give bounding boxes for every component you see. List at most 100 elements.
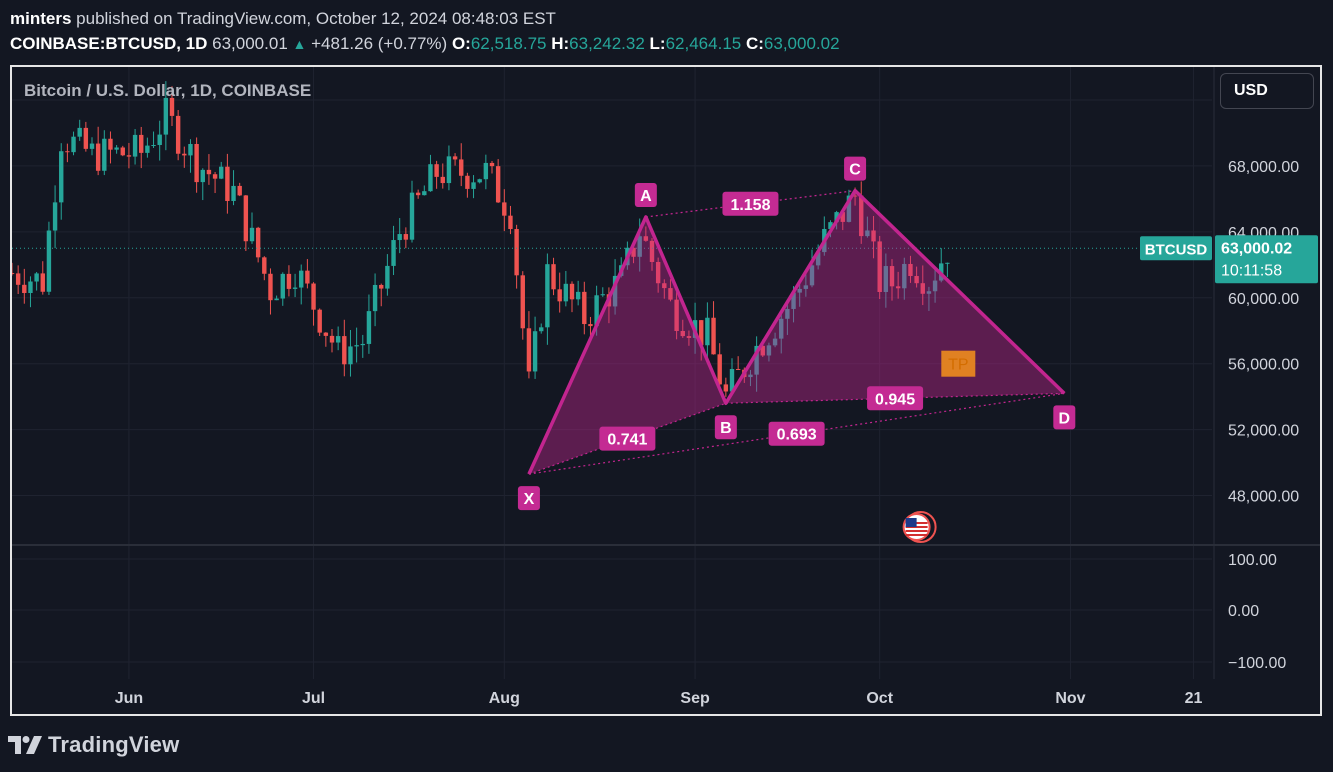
candle-body xyxy=(231,185,236,201)
candle-body xyxy=(83,127,89,149)
candle-body xyxy=(305,270,310,284)
ratio-label-bg xyxy=(599,426,656,451)
price-badge-value: 63,000.02 xyxy=(1221,240,1292,257)
candle-body xyxy=(34,273,39,282)
candle-body xyxy=(520,275,525,329)
candle-body xyxy=(680,330,685,337)
chart-frame[interactable]: 72,000.0068,000.0064,000.0060,000.0056,0… xyxy=(10,65,1322,716)
candle-body xyxy=(902,263,907,289)
candle-body xyxy=(108,138,113,150)
candle-body xyxy=(489,162,495,167)
candle-body xyxy=(126,155,132,157)
candle-body xyxy=(40,273,45,292)
tradingview-logo[interactable]: TradingView xyxy=(8,732,179,758)
candle-body xyxy=(151,144,156,146)
candle-body xyxy=(717,354,722,385)
candle-body xyxy=(311,283,316,310)
candle-body xyxy=(335,336,341,343)
ohlc-line: COINBASE:BTCUSD, 1D 63,000.01 ▲ +481.26 … xyxy=(10,31,840,57)
candle-body xyxy=(834,212,839,223)
candle-body xyxy=(46,230,52,292)
candle-body xyxy=(705,317,710,346)
candle-body xyxy=(366,311,372,344)
candle-body xyxy=(569,283,575,300)
candle-body xyxy=(945,262,950,264)
time-tick-label: 21 xyxy=(1185,690,1203,707)
candle-body xyxy=(926,291,932,294)
price-badge-bg xyxy=(1215,235,1318,284)
candle-body xyxy=(575,291,581,300)
candle-body xyxy=(459,159,464,176)
price-tick-label: 52,000.00 xyxy=(1228,423,1299,440)
candle-body xyxy=(317,309,322,333)
currency-button[interactable]: USD xyxy=(1220,73,1314,109)
candle-body xyxy=(754,345,759,375)
tradingview-logo-icon xyxy=(8,736,42,754)
chart-header: minters published on TradingView.com, Oc… xyxy=(10,6,840,57)
price-chart[interactable]: 72,000.0068,000.0064,000.0060,000.0056,0… xyxy=(12,67,1320,714)
ratio-label-bg xyxy=(722,191,779,216)
publish-line: minters published on TradingView.com, Oc… xyxy=(10,6,840,31)
candle-body xyxy=(631,247,636,257)
candle-body xyxy=(403,234,409,240)
candle-body xyxy=(385,265,390,289)
time-tick-label: Jun xyxy=(115,690,143,707)
candle-body xyxy=(243,195,249,242)
candle-body xyxy=(268,273,273,301)
candle-body xyxy=(71,136,76,153)
candle-body xyxy=(883,266,889,293)
candle-body xyxy=(219,166,224,179)
candle-body xyxy=(895,286,901,289)
candle-body xyxy=(145,145,150,153)
candle-body xyxy=(52,202,58,231)
price-change: +481.26 (+0.77%) xyxy=(311,34,448,53)
open-value: 62,518.75 xyxy=(470,34,547,53)
candle-body xyxy=(723,384,729,392)
candle-body xyxy=(292,287,298,289)
candle-body xyxy=(440,176,445,184)
tp-label: TP xyxy=(948,357,968,374)
candle-body xyxy=(132,134,138,157)
flag-stripe xyxy=(905,530,928,532)
candle-body xyxy=(262,257,267,274)
candle-body xyxy=(329,335,335,343)
candle-body xyxy=(502,202,507,216)
candle-body xyxy=(699,320,704,346)
candle-body xyxy=(182,153,187,156)
time-tick-label: Oct xyxy=(866,690,893,707)
pattern-outline xyxy=(527,188,1066,475)
low-value: 62,464.15 xyxy=(665,34,742,53)
pattern-ratio-line xyxy=(725,392,1065,404)
price-badge-countdown: 10:11:58 xyxy=(1221,262,1282,279)
oscillator-tick-label: −100.00 xyxy=(1228,655,1286,672)
candle-body xyxy=(852,195,858,197)
candle-body xyxy=(409,192,415,240)
candle-body xyxy=(532,331,538,372)
candle-body xyxy=(932,280,938,292)
candle-body xyxy=(65,151,70,153)
ratio-label-bg xyxy=(768,421,825,446)
candle-body xyxy=(779,318,784,339)
ratio-label: 0.693 xyxy=(777,427,817,444)
symbol-label: COINBASE:BTCUSD, 1D xyxy=(10,34,208,53)
candle-body xyxy=(323,332,329,336)
candle-body xyxy=(102,138,107,171)
candle-body xyxy=(637,236,642,257)
pattern-point-x-bg xyxy=(517,486,540,511)
candle-body xyxy=(379,284,384,289)
candle-body xyxy=(785,308,790,319)
price-tick-label: 48,000.00 xyxy=(1228,489,1299,506)
candle-body xyxy=(766,345,772,356)
candle-body xyxy=(348,346,353,365)
ratio-label: 1.158 xyxy=(730,197,770,214)
candle-body xyxy=(59,151,64,203)
candle-body xyxy=(120,147,125,156)
candle-body xyxy=(299,270,304,288)
candle-body xyxy=(206,169,212,175)
publisher-name[interactable]: minters xyxy=(10,9,72,28)
candle-body xyxy=(465,175,470,189)
candle-body xyxy=(649,240,655,262)
candle-body xyxy=(255,227,261,258)
candle-body xyxy=(539,327,544,332)
open-label: O: xyxy=(451,34,471,53)
